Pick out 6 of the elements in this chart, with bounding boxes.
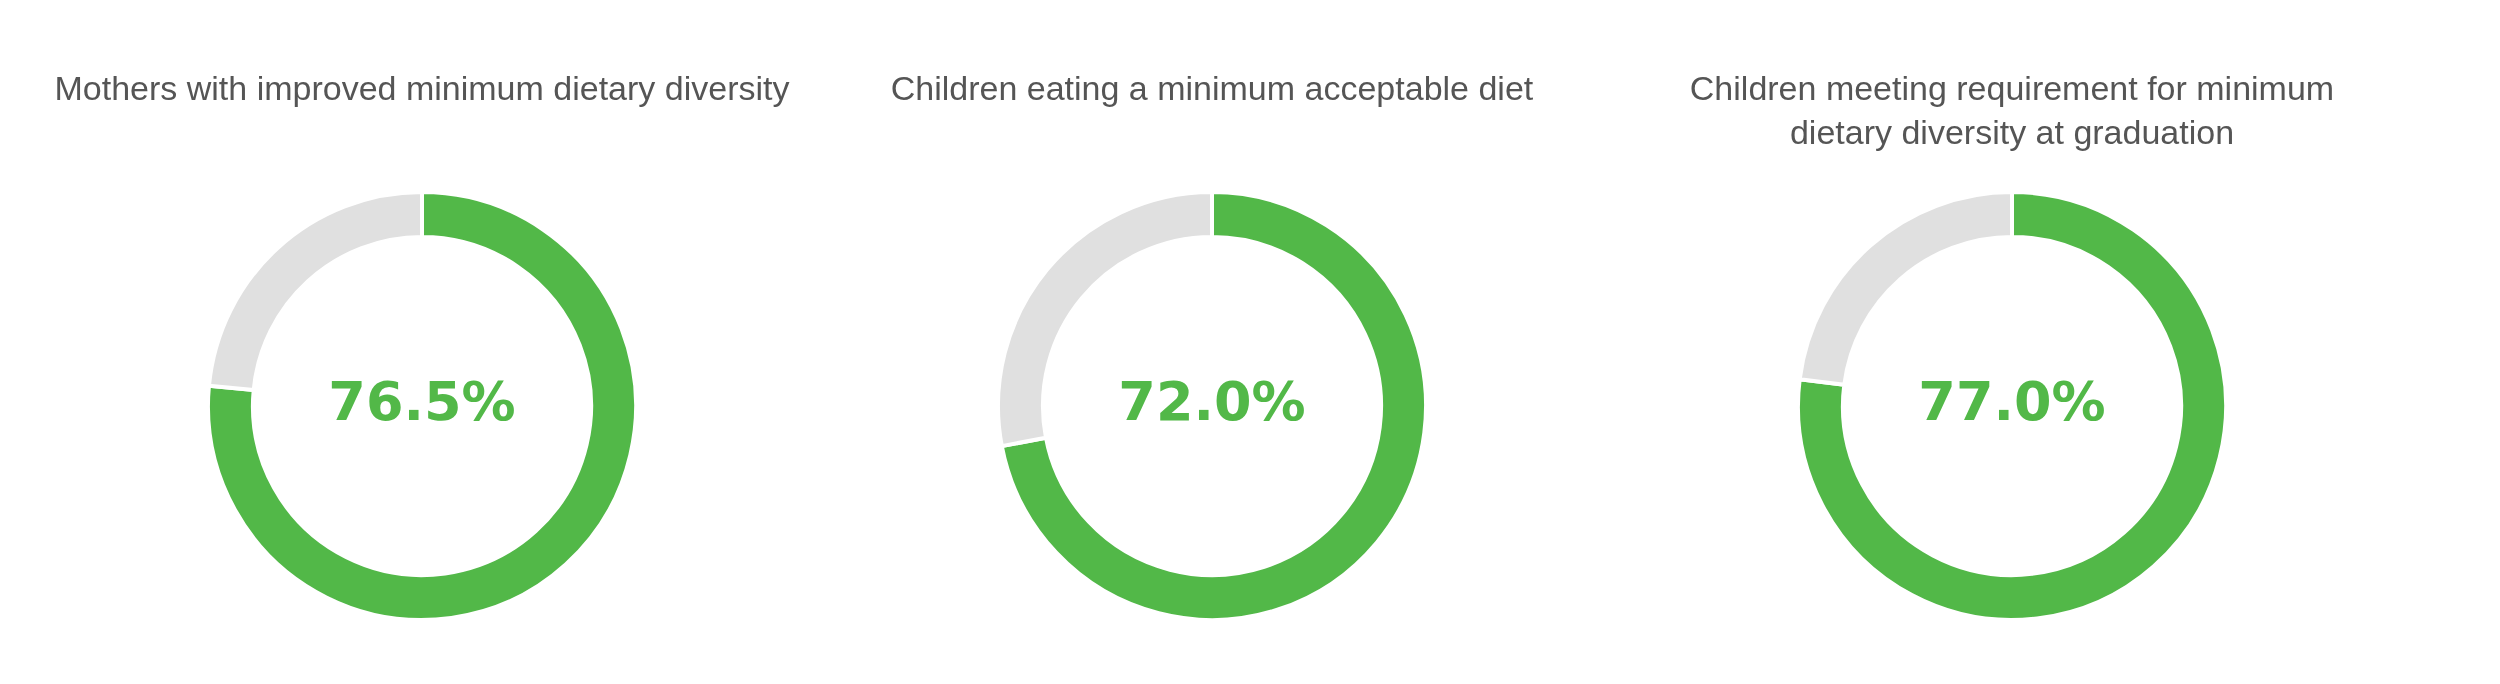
chart-title: Children meeting requirement for minimum dietary diversity at graduation [1688,68,2336,153]
data-label: 77.0% [1918,370,2106,434]
data-label: 76.5% [328,370,516,434]
chart-title: Mothers with improved minimum dietary diversity [53,68,791,109]
data-label: 72.0% [1118,370,1306,434]
chart-title: Children eating a minimum acceptable diet [889,68,1535,109]
